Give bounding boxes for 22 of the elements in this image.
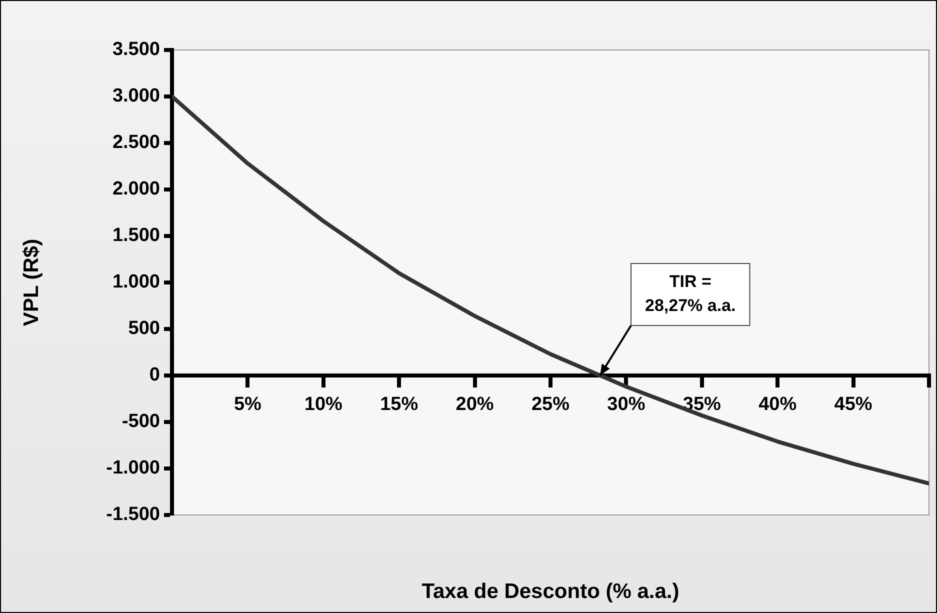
y-tick-label: 1.500 <box>112 225 160 246</box>
y-tick-label: 2.500 <box>112 132 160 154</box>
y-tick-label: -500 <box>122 411 160 432</box>
y-tick-label: 0 <box>149 364 160 386</box>
x-tick-label: 10% <box>304 394 343 416</box>
y-tick-label: 2.000 <box>112 178 160 200</box>
x-tick-label: 45% <box>834 394 872 416</box>
y-tick-label: -1.000 <box>106 458 160 479</box>
y-tick-label: 3.500 <box>112 39 160 60</box>
y-tick-label: 3.000 <box>112 86 160 107</box>
annotation: TIR = 28,27% a.a. <box>645 272 736 316</box>
x-tick-label: 20% <box>456 394 494 416</box>
y-axis-title: VPL (R$) <box>20 238 43 326</box>
x-axis-title: Taxa de Desconto (% a.a.) <box>422 580 680 603</box>
x-tick-label: 5% <box>234 394 262 416</box>
x-tick-label: 25% <box>531 394 570 416</box>
x-tick-label: 30% <box>607 394 646 416</box>
y-tick-label: -1.500 <box>106 504 160 526</box>
x-tick-label: 15% <box>380 394 418 416</box>
x-tick-label: 40% <box>758 394 797 416</box>
y-tick-label: 500 <box>128 318 160 340</box>
y-tick-label: 1.000 <box>112 272 160 293</box>
